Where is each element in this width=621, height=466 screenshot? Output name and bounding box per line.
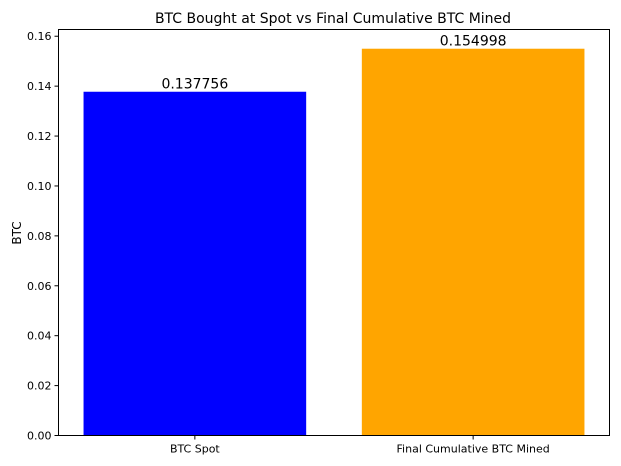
x-tick-label: BTC Spot (170, 443, 220, 456)
y-tick-label: 0.08 (27, 230, 52, 243)
y-tick-label: 0.06 (27, 280, 52, 293)
chart-title: BTC Bought at Spot vs Final Cumulative B… (155, 11, 511, 27)
y-tick-label: 0.12 (27, 130, 52, 143)
x-tick-label: Final Cumulative BTC Mined (397, 443, 550, 456)
bar-data-label: 0.154998 (440, 34, 507, 50)
x-axis: BTC Spot Final Cumulative BTC Mined (170, 435, 550, 456)
bar-1 (361, 48, 585, 436)
bar-data-labels: 0.137756 0.154998 (161, 34, 506, 93)
bar-0 (83, 91, 307, 436)
y-tick-label: 0.02 (27, 380, 52, 393)
y-tick-label: 0.00 (27, 430, 52, 443)
y-tick-label: 0.14 (27, 80, 52, 93)
y-axis: 0.00 0.02 0.04 0.06 0.08 0.10 0.12 0.14 0.16 (27, 30, 59, 443)
y-axis-label: BTC (10, 221, 24, 244)
bar-data-label: 0.137756 (161, 77, 228, 93)
bars-group (83, 48, 585, 436)
y-tick-label: 0.10 (27, 180, 52, 193)
y-tick-label: 0.16 (27, 30, 52, 43)
y-tick-label: 0.04 (27, 330, 52, 343)
plot-frame (58, 29, 610, 436)
